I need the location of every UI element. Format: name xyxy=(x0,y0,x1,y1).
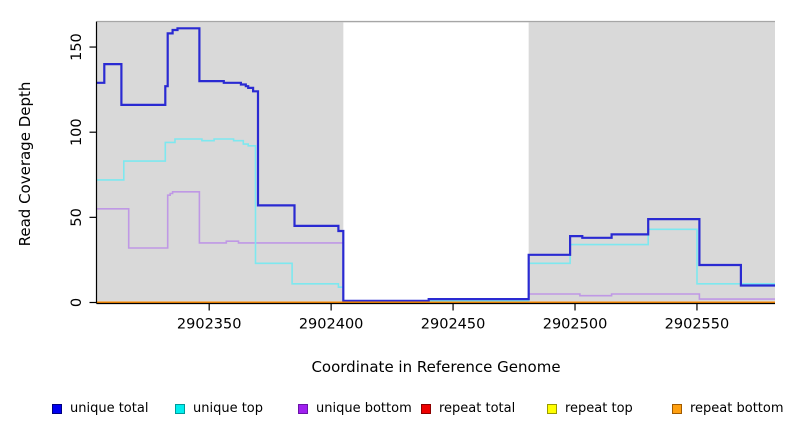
x-tick-label: 2902450 xyxy=(421,317,486,333)
legend-label: repeat bottom xyxy=(690,401,784,416)
legend-item-repeat-total: repeat total xyxy=(421,401,515,417)
legend-swatch-repeat-total xyxy=(421,404,431,414)
x-tick-label: 2902350 xyxy=(177,317,242,333)
y-tick-label: 0 xyxy=(69,298,85,307)
legend-item-unique-bottom: unique bottom xyxy=(298,401,412,417)
legend-swatch-repeat-bottom xyxy=(672,404,682,414)
x-tick-label: 2902400 xyxy=(299,317,364,333)
x-tick-label: 2902500 xyxy=(543,317,608,333)
legend-label: unique total xyxy=(70,401,149,416)
legend: unique total unique top unique bottom repea… xyxy=(0,401,792,421)
y-tick-label: 150 xyxy=(69,33,85,61)
legend-item-repeat-top: repeat top xyxy=(547,401,633,417)
series-unique-total-line xyxy=(97,27,775,302)
legend-label: repeat total xyxy=(439,401,516,416)
coverage-gap-region xyxy=(343,22,529,304)
legend-swatch-unique-top xyxy=(175,404,185,414)
series-unique-top-line xyxy=(97,138,775,304)
x-axis-title: Coordinate in Reference Genome xyxy=(311,358,561,376)
series-unique-bottom-line xyxy=(97,191,775,302)
legend-swatch-repeat-top xyxy=(547,404,557,414)
legend-label: unique bottom xyxy=(316,401,412,416)
legend-item-unique-total: unique total xyxy=(52,401,148,417)
y-tick-label: 100 xyxy=(69,118,85,146)
legend-swatch-unique-bottom xyxy=(298,404,308,414)
legend-label: unique top xyxy=(193,401,264,416)
legend-item-unique-top: unique top xyxy=(175,401,263,417)
legend-item-repeat-bottom: repeat bottom xyxy=(672,401,784,417)
x-tick-label: 2902550 xyxy=(665,317,730,333)
legend-label: repeat top xyxy=(565,401,633,416)
y-tick-label: 50 xyxy=(69,208,85,226)
y-axis-title: Read Coverage Depth xyxy=(16,81,34,247)
legend-swatch-unique-total xyxy=(52,404,62,414)
